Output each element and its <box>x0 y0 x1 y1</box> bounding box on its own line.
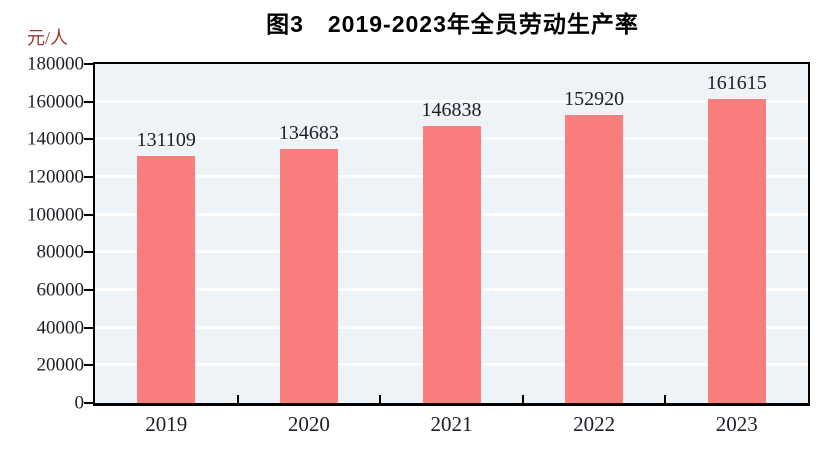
y-axis-tick <box>84 100 93 103</box>
y-axis-tick-label: 0 <box>74 392 85 414</box>
y-axis-tick <box>84 138 93 141</box>
y-axis-tick-label: 180000 <box>27 53 84 75</box>
y-axis-tick <box>84 364 93 367</box>
y-axis-tick <box>84 402 93 404</box>
y-axis-tick <box>84 289 93 291</box>
y-axis-tick-label: 100000 <box>27 204 84 226</box>
x-axis-tick <box>379 395 382 403</box>
x-axis-tick-label: 2023 <box>715 412 758 436</box>
y-axis-tick-label: 60000 <box>36 279 85 301</box>
y-axis-tick-label: 120000 <box>27 166 84 188</box>
y-axis-tick-label: 160000 <box>27 91 84 113</box>
x-axis-tick-label: 2020 <box>287 412 330 436</box>
chart-title: 图3 2019-2023年全员劳动生产率 <box>266 11 639 37</box>
x-axis-tick <box>521 395 524 403</box>
bar-2019 <box>137 156 196 403</box>
bar-value-label: 161615 <box>706 71 767 94</box>
plot-area: 131109 134683 146838 152920 161615 <box>93 62 810 406</box>
x-axis-tick <box>664 395 667 403</box>
bar-value-label: 146838 <box>421 99 482 122</box>
bar-value-label: 134683 <box>278 122 339 145</box>
y-axis-tick <box>84 213 93 216</box>
bar-value-label: 152920 <box>564 88 625 111</box>
bar-2023 <box>707 98 766 403</box>
x-axis-tick-label: 2019 <box>145 412 188 436</box>
y-axis-tick <box>84 63 93 65</box>
bar-2022 <box>565 115 624 403</box>
y-axis-tick <box>84 251 93 254</box>
y-axis-tick-label: 140000 <box>27 128 84 150</box>
x-axis-tick-label: 2021 <box>430 412 473 436</box>
y-axis-tick <box>84 176 93 178</box>
bar-2020 <box>279 149 338 403</box>
x-axis-tick <box>236 395 239 403</box>
bar-2021 <box>422 126 481 403</box>
bar-value-label: 131109 <box>136 129 196 152</box>
y-axis-tick-label: 20000 <box>36 354 85 376</box>
y-axis-tick <box>84 326 93 329</box>
y-axis-tick-label: 80000 <box>36 241 85 263</box>
y-axis-unit-label: 元/人 <box>27 28 69 48</box>
x-axis-tick-label: 2022 <box>573 412 616 436</box>
y-axis-tick-label: 40000 <box>36 317 85 339</box>
gridline <box>95 99 808 103</box>
